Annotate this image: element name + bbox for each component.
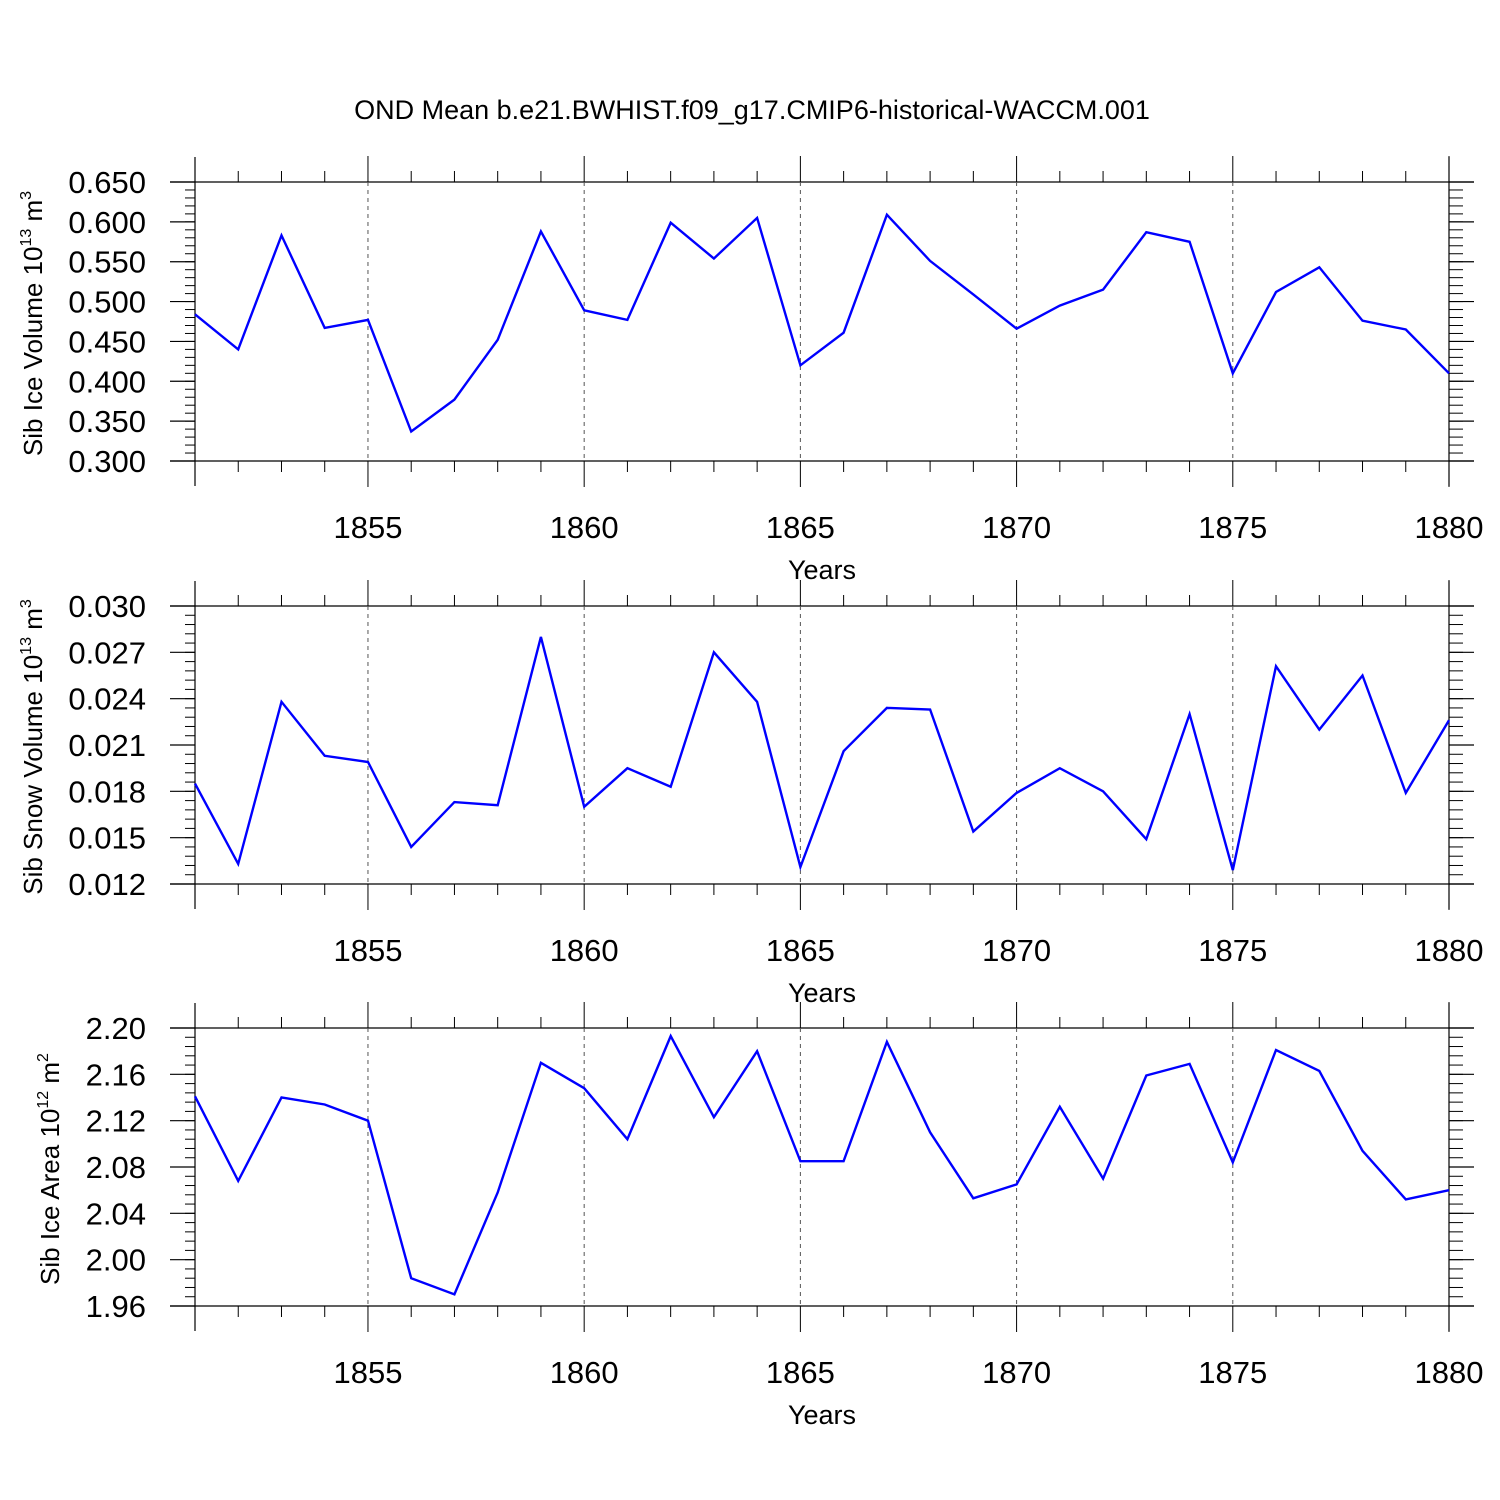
y-tick-label: 2.12 bbox=[86, 1104, 146, 1139]
x-tick-label: 1875 bbox=[1198, 1355, 1267, 1390]
x-tick-label: 1870 bbox=[982, 933, 1051, 968]
x-tick-label: 1875 bbox=[1198, 510, 1267, 545]
y-tick-label: 0.300 bbox=[68, 444, 146, 479]
x-axis-label: Years bbox=[788, 978, 856, 1008]
x-tick-label: 1875 bbox=[1198, 933, 1267, 968]
y-tick-label: 0.450 bbox=[68, 324, 146, 359]
x-tick-label: 1860 bbox=[550, 510, 619, 545]
x-axis-label: Years bbox=[788, 555, 856, 585]
y-axis-label: Sib Ice Area 1012 m2 bbox=[35, 1053, 65, 1285]
y-tick-label: 0.015 bbox=[68, 821, 146, 856]
x-tick-label: 1855 bbox=[333, 510, 402, 545]
y-tick-label: 0.550 bbox=[68, 245, 146, 280]
x-tick-label: 1870 bbox=[982, 510, 1051, 545]
y-tick-label: 0.500 bbox=[68, 285, 146, 320]
x-tick-label: 1870 bbox=[982, 1355, 1051, 1390]
chart-panel-1: 1855 1860 1865 1870 1875 1880 Years 0.300 0.350 0… bbox=[18, 156, 1483, 585]
y-tick-label: 2.00 bbox=[86, 1243, 146, 1278]
y-axis-label: Sib Snow Volume 1013 m3 bbox=[18, 599, 48, 895]
chart-panel-3: 1855 1860 1865 1870 1875 1880 Years 1.96 2.00 2.0… bbox=[35, 1002, 1483, 1430]
x-tick-label: 1855 bbox=[333, 1355, 402, 1390]
y-tick-label: 1.96 bbox=[86, 1289, 146, 1324]
x-tick-label: 1860 bbox=[550, 933, 619, 968]
x-tick-label: 1880 bbox=[1415, 933, 1484, 968]
y-tick-label: 0.018 bbox=[68, 774, 146, 809]
y-tick-label: 0.350 bbox=[68, 404, 146, 439]
data-series-line bbox=[194, 212, 1450, 434]
x-tick-label: 1855 bbox=[333, 933, 402, 968]
y-tick-label: 2.08 bbox=[86, 1150, 146, 1185]
x-tick-label: 1865 bbox=[766, 933, 835, 968]
x-tick-label: 1880 bbox=[1415, 1355, 1484, 1390]
y-tick-label: 0.600 bbox=[68, 205, 146, 240]
y-tick-label: 0.021 bbox=[68, 728, 146, 763]
x-tick-label: 1880 bbox=[1415, 510, 1484, 545]
y-tick-label: 2.20 bbox=[86, 1011, 146, 1046]
data-series-line bbox=[193, 1033, 1450, 1296]
y-tick-label: 0.650 bbox=[68, 165, 146, 200]
x-axis-label: Years bbox=[788, 1400, 856, 1430]
chart-panel-2: 1855 1860 1865 1870 1875 1880 Years 0.012 0.015 0… bbox=[18, 580, 1483, 1008]
y-tick-label: 2.04 bbox=[86, 1196, 146, 1231]
y-tick-label: 0.024 bbox=[68, 682, 146, 717]
y-axis-label: Sib Ice Volume 1013 m3 bbox=[18, 191, 48, 456]
x-tick-label: 1860 bbox=[550, 1355, 619, 1390]
y-tick-label: 2.16 bbox=[86, 1057, 146, 1092]
y-tick-label: 0.030 bbox=[68, 589, 146, 624]
chart-title: OND Mean b.e21.BWHIST.f09_g17.CMIP6-hist… bbox=[354, 95, 1150, 125]
x-tick-label: 1865 bbox=[766, 1355, 835, 1390]
y-tick-label: 0.400 bbox=[68, 364, 146, 399]
y-tick-label: 0.012 bbox=[68, 867, 146, 902]
y-tick-label: 0.027 bbox=[68, 635, 146, 670]
data-series-line bbox=[193, 636, 1451, 871]
x-tick-label: 1865 bbox=[766, 510, 835, 545]
